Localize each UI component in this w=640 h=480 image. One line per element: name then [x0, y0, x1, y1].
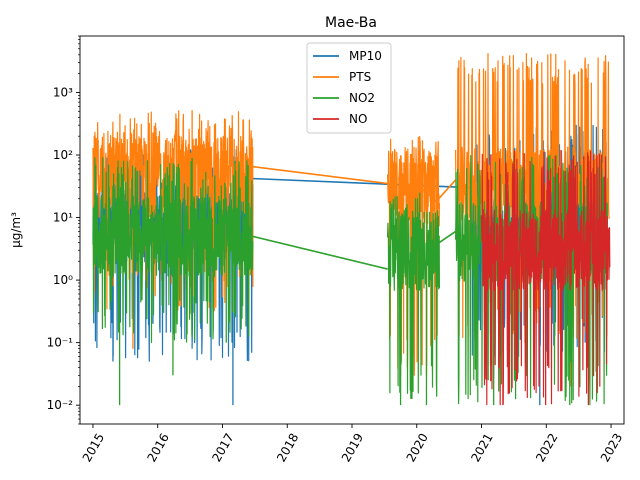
- series-pts-gap-line: [416, 182, 437, 203]
- y-tick-label: 10³: [53, 85, 73, 99]
- legend-box: [306, 42, 392, 134]
- legend-label-no: NO: [349, 112, 367, 126]
- legend-label-no2: NO2: [349, 91, 375, 105]
- series-no2-gap-line: [252, 235, 388, 270]
- y-tick-label: 10²: [53, 148, 73, 162]
- y-axis-label: µg/m³: [9, 212, 23, 248]
- series-layer: [92, 53, 611, 406]
- series-pts-gap-line: [252, 165, 388, 185]
- y-tick-label: 10⁰: [53, 273, 73, 287]
- series-no: [480, 150, 611, 406]
- legend-label-pts: PTS: [349, 70, 371, 84]
- y-tick-label: 10⁻²: [47, 398, 74, 412]
- series-no-segment: [480, 150, 611, 406]
- series-no2-segment: [92, 157, 254, 343]
- legend: MP10 PTS NO2 NO: [306, 42, 392, 134]
- series-no2-segment: [387, 195, 440, 400]
- y-tick-label: 10⁻¹: [47, 336, 74, 350]
- legend-label-mp10: MP10: [349, 49, 382, 63]
- series-pts-gap-line: [435, 179, 457, 203]
- chart-title: Mae-Ba: [325, 15, 377, 31]
- series-no2-gap-line: [438, 230, 457, 244]
- y-tick-label: 10¹: [53, 211, 73, 225]
